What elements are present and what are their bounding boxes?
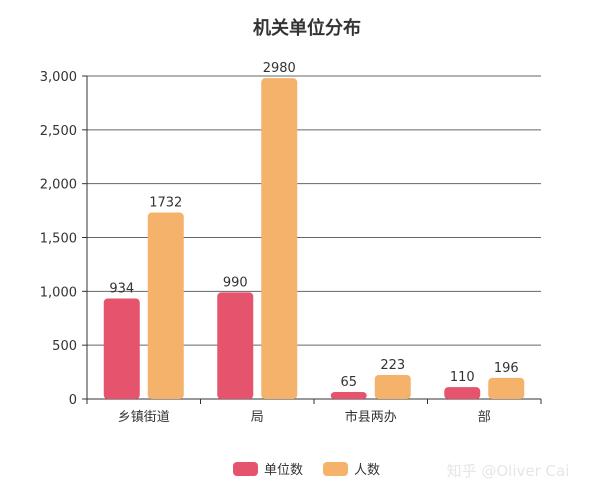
legend-label: 单位数 (264, 463, 303, 478)
bar (374, 374, 411, 399)
bar (261, 78, 298, 400)
legend-swatch (233, 462, 258, 476)
y-tick-label: 2,500 (40, 124, 77, 139)
y-tick-label: 1,500 (40, 232, 77, 247)
bar (330, 392, 367, 399)
bar (488, 377, 525, 399)
data-label: 934 (109, 281, 134, 296)
data-label: 196 (494, 361, 519, 376)
data-label: 2980 (263, 61, 296, 76)
bar (217, 292, 254, 399)
legend: 单位数 人数 (233, 462, 380, 478)
x-tick-label: 乡镇街道 (118, 410, 170, 425)
data-labels: 934 1732 990 2980 65 223 110 196 (109, 61, 518, 390)
y-tick-label: 2,000 (40, 178, 77, 193)
legend-swatch (323, 462, 348, 476)
data-label: 1732 (149, 196, 182, 211)
watermark: 知乎 @Oliver Cai (447, 462, 570, 480)
bar (444, 387, 481, 399)
x-tick-label: 局 (251, 410, 264, 425)
y-tick-label: 3,000 (40, 70, 77, 85)
data-label: 65 (340, 375, 357, 390)
data-label: 110 (450, 370, 475, 385)
data-label: 990 (223, 275, 248, 290)
y-tick-label: 0 (69, 393, 77, 408)
y-tick-label: 500 (52, 339, 77, 354)
legend-label: 人数 (354, 463, 380, 478)
bar (103, 298, 140, 399)
chart-title: 机关单位分布 (253, 17, 361, 39)
data-label: 223 (380, 358, 405, 373)
x-tick-label: 市县两办 (345, 409, 397, 425)
x-tick-label: 部 (478, 410, 491, 425)
y-tick-label: 1,000 (40, 285, 77, 300)
bars (103, 78, 525, 400)
bar (147, 212, 184, 399)
